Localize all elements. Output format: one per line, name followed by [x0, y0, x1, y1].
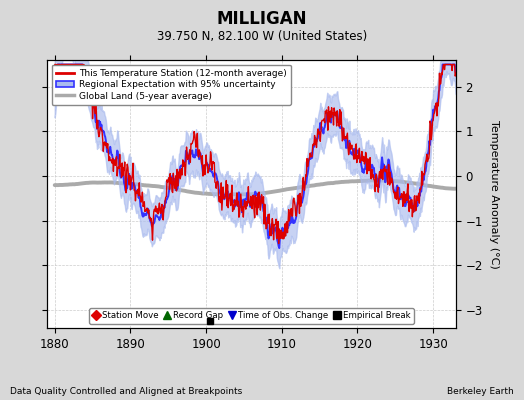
- Legend: Station Move, Record Gap, Time of Obs. Change, Empirical Break: Station Move, Record Gap, Time of Obs. C…: [89, 308, 414, 324]
- Text: Data Quality Controlled and Aligned at Breakpoints: Data Quality Controlled and Aligned at B…: [10, 387, 243, 396]
- Y-axis label: Temperature Anomaly (°C): Temperature Anomaly (°C): [488, 120, 498, 268]
- Text: 39.750 N, 82.100 W (United States): 39.750 N, 82.100 W (United States): [157, 30, 367, 43]
- Text: MILLIGAN: MILLIGAN: [217, 10, 307, 28]
- Text: Berkeley Earth: Berkeley Earth: [447, 387, 514, 396]
